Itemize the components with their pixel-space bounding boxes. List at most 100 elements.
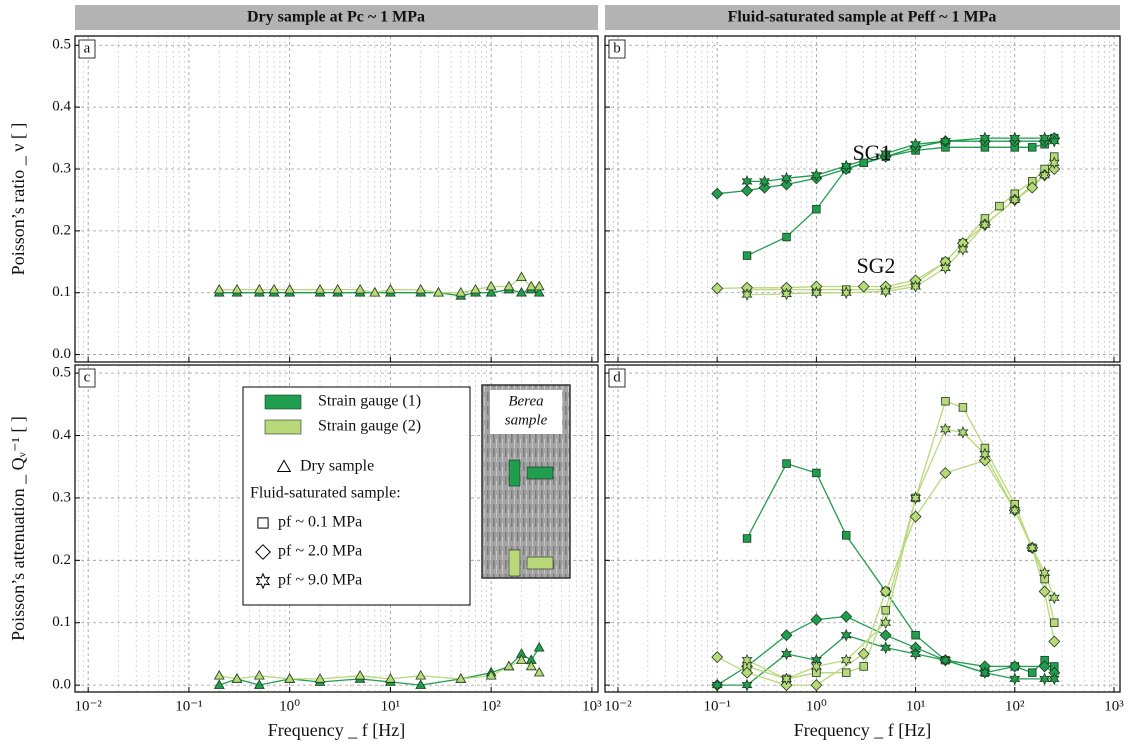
x-tick-label: 10⁰ [806, 698, 827, 714]
data-point [879, 585, 892, 598]
data-point [780, 287, 793, 301]
panel-label-box [78, 368, 96, 388]
data-point [810, 286, 822, 300]
data-point [780, 672, 793, 686]
data-point [503, 280, 515, 291]
data-point [516, 271, 527, 282]
data-point [213, 679, 225, 689]
data-point [939, 467, 952, 479]
data-point [1008, 660, 1021, 673]
data-point [812, 204, 821, 214]
panel-label-box [608, 368, 626, 388]
data-point [1028, 668, 1037, 677]
data-point [859, 158, 868, 168]
header-title: Dry sample at Pc ~ 1 MPa [247, 9, 425, 26]
y-tick-label: 0.3 [52, 489, 71, 505]
data-point [253, 679, 265, 689]
data-point [1026, 181, 1039, 194]
legend-marker [257, 517, 269, 529]
x-tick-label: 10³ [1104, 698, 1124, 714]
data-point [810, 613, 823, 626]
data-point [780, 171, 793, 185]
plot-frame [604, 364, 1121, 693]
data-point [880, 616, 892, 630]
data-point [268, 283, 280, 294]
data-point [1048, 672, 1060, 686]
data-point [516, 286, 527, 297]
header-title: Fluid-saturated sample at Peff ~ 1 MPa [728, 9, 997, 26]
data-point [780, 629, 793, 642]
data-point [1048, 134, 1060, 148]
panel-label-box [608, 39, 626, 59]
plot-area [605, 365, 1120, 692]
data-point [810, 659, 822, 673]
data-point [485, 280, 497, 291]
data-point [1038, 585, 1051, 598]
data-point [842, 668, 851, 677]
header-bar [605, 5, 1120, 30]
plot-area [605, 36, 1120, 362]
panel-label: d [613, 369, 621, 385]
data-point [415, 679, 427, 689]
data-point [857, 647, 870, 660]
data-point [711, 282, 724, 295]
data-point [741, 175, 753, 188]
data-point [910, 491, 922, 505]
x-tick-label: 10⁻² [604, 698, 632, 714]
data-point [231, 283, 243, 294]
legend-label: pf ~ 2.0 MPa [278, 543, 362, 560]
data-point [958, 403, 968, 412]
data-point [939, 134, 951, 148]
data-point [758, 175, 771, 188]
data-point [253, 283, 265, 294]
data-point [1039, 566, 1051, 580]
data-point [909, 510, 922, 523]
data-point [385, 673, 396, 683]
data-point [1039, 168, 1051, 182]
x-tick-label: 10⁻¹ [703, 698, 730, 714]
inset-label: Berea [508, 393, 543, 409]
data-point [782, 459, 791, 468]
data-point [525, 660, 537, 671]
data-point [533, 641, 545, 652]
data-point [1026, 541, 1038, 555]
data-point [911, 630, 920, 640]
data-point [857, 280, 870, 293]
data-point [910, 280, 922, 293]
x-tick-label: 10² [481, 698, 501, 714]
gauge-icon [508, 459, 521, 487]
data-point [533, 286, 545, 297]
data-point [1048, 156, 1060, 170]
data-point [812, 468, 821, 478]
legend-marker [276, 459, 292, 472]
data-point [503, 660, 515, 671]
legend-label: Strain gauge (2) [318, 418, 421, 435]
data-point [332, 283, 344, 294]
data-point [455, 673, 467, 683]
data-point [1039, 131, 1051, 145]
data-point [840, 159, 852, 173]
x-tick-label: 10² [1005, 698, 1025, 714]
data-point [533, 280, 545, 291]
legend-swatch [264, 419, 302, 435]
data-point [880, 147, 892, 160]
x-tick-label: 10³ [582, 698, 602, 714]
data-point [910, 647, 922, 661]
plot-frame [74, 364, 599, 693]
y-tick-label: 0.4 [52, 427, 71, 443]
data-point [369, 286, 381, 297]
data-point [1028, 143, 1037, 152]
data-point [842, 531, 851, 540]
data-point [979, 218, 991, 232]
data-point [979, 447, 991, 461]
data-point [485, 669, 497, 680]
series-line [747, 137, 1055, 183]
data-point [879, 629, 892, 642]
x-axis-label: Frequency _ f [Hz] [794, 720, 931, 740]
data-point [1038, 660, 1051, 673]
x-axis-label: Frequency _ f [Hz] [268, 720, 405, 740]
data-point [711, 651, 724, 664]
inset-label: sample [505, 412, 548, 428]
panel-label: b [613, 40, 621, 56]
data-point [711, 187, 724, 200]
